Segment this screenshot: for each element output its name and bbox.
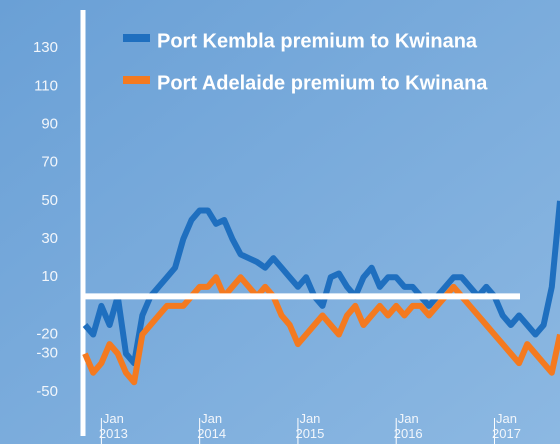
x-tick-label: Jan 2013 bbox=[99, 411, 128, 441]
y-tick-label: -20 bbox=[36, 326, 58, 343]
x-tick-label: Jan 2017 bbox=[492, 411, 521, 441]
x-tick-label: Jan 2015 bbox=[295, 411, 324, 441]
y-tick-label: 90 bbox=[41, 116, 58, 133]
y-tick-label: -30 bbox=[36, 345, 58, 362]
y-tick-label: 130 bbox=[33, 39, 58, 56]
y-tick-label: 50 bbox=[41, 192, 58, 209]
legend-label: Port Adelaide premium to Kwinana bbox=[157, 72, 488, 94]
y-tick-label: -50 bbox=[36, 383, 58, 400]
legend-label: Port Kembla premium to Kwinana bbox=[157, 30, 478, 52]
y-tick-label: 110 bbox=[34, 77, 58, 94]
x-tick-label: Jan 2014 bbox=[197, 411, 226, 441]
y-tick-label: 30 bbox=[41, 230, 58, 247]
x-tick-label: Jan 2016 bbox=[394, 411, 423, 441]
series-line bbox=[82, 200, 560, 367]
y-tick-label: 10 bbox=[41, 268, 58, 285]
series-line bbox=[82, 274, 560, 386]
y-tick-label: 70 bbox=[41, 154, 58, 171]
